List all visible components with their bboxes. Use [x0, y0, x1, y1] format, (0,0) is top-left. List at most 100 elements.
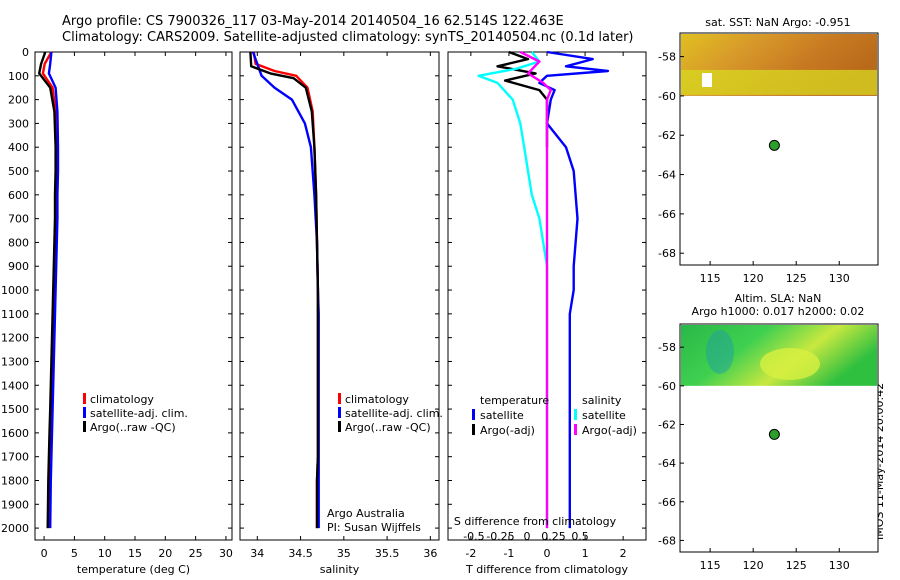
- y-tick-label: 100: [8, 70, 29, 83]
- plot-frame: [34, 51, 233, 541]
- y-tick-label: 1400: [1, 379, 29, 392]
- x-tick-label: 35.5: [375, 547, 400, 560]
- legend-swatch: [338, 393, 341, 404]
- legend-label: satellite-adj. clim.: [90, 407, 188, 420]
- x-tick-label: 5: [71, 547, 78, 560]
- plot-frame: [239, 51, 440, 541]
- lat-tick-label: -68: [658, 247, 676, 260]
- sst-map: 115 120 125 130 -58 -60 -62 -64 -66 -68: [658, 32, 879, 285]
- x-tick-label: 2: [620, 547, 627, 560]
- plot-panel-temperature: 0100200300400500600700800900100011001200…: [1, 46, 233, 576]
- legend-label: climatology: [345, 393, 409, 406]
- lon-tick-label: 125: [786, 272, 807, 285]
- series-line-salinity-argo-adj-: [519, 50, 552, 529]
- sla-blob: [760, 348, 820, 380]
- x-tick-label: 0: [41, 547, 48, 560]
- legend-heading: salinity: [582, 394, 622, 407]
- series-line-temperature-satellite: [538, 50, 610, 529]
- lon-tick-label: 120: [743, 559, 764, 572]
- secondary-tick-label: 0: [524, 530, 531, 543]
- sst-map-title: sat. SST: NaN Argo: -0.951: [705, 16, 851, 29]
- y-tick-label: 400: [8, 141, 29, 154]
- sla-blob: [706, 330, 734, 374]
- legend-swatch: [83, 407, 86, 418]
- legend-swatch: [574, 424, 577, 435]
- y-tick-label: 1300: [1, 355, 29, 368]
- y-tick-label: 700: [8, 213, 29, 226]
- legend-label: Argo(-adj): [582, 424, 637, 437]
- x-tick-label: 10: [98, 547, 112, 560]
- y-tick-label: 2000: [1, 522, 29, 535]
- y-tick-label: 600: [8, 189, 29, 202]
- y-tick-label: 1600: [1, 427, 29, 440]
- lat-tick-label: -60: [658, 380, 676, 393]
- x-tick-label: -1: [503, 547, 514, 560]
- lat-tick-label: -68: [658, 534, 676, 547]
- lat-tick-label: -64: [658, 169, 676, 182]
- legend-label: Argo(..raw -QC): [90, 421, 176, 434]
- legend-label: climatology: [90, 393, 154, 406]
- legend-swatch: [472, 424, 475, 435]
- lat-tick-label: -62: [658, 129, 676, 142]
- y-tick-label: 1900: [1, 498, 29, 511]
- lon-tick-label: 120: [743, 272, 764, 285]
- lat-tick-label: -66: [658, 496, 676, 509]
- lon-tick-label: 130: [829, 272, 850, 285]
- x-axis-label: salinity: [320, 563, 360, 576]
- x-tick-label: 20: [158, 547, 172, 560]
- lat-tick-label: -66: [658, 208, 676, 221]
- credit-line2: PI: Susan Wijffels: [327, 521, 421, 534]
- series-line-satellite-adj-clim-: [47, 51, 60, 529]
- sla-map-subtitle: Argo h1000: 0.017 h2000: 0.02: [691, 305, 865, 318]
- y-tick-label: 300: [8, 117, 29, 130]
- y-tick-label: 800: [8, 236, 29, 249]
- x-axis-label: T difference from climatology: [465, 563, 628, 576]
- figure-title-line2: Climatology: CARS2009. Satellite-adjuste…: [62, 30, 634, 45]
- y-tick-label: 900: [8, 260, 29, 273]
- legend-label: satellite: [480, 409, 524, 422]
- secondary-tick-label: -0.5: [463, 530, 484, 543]
- lon-tick-label: 130: [829, 559, 850, 572]
- legend-swatch: [338, 421, 341, 432]
- plot-panel-difference: -2 -1 0 1 2 T difference from climatology temp…: [447, 50, 647, 576]
- series-line-argo-raw-qc-: [249, 51, 320, 529]
- x-tick-label: 15: [128, 547, 142, 560]
- legend-heading: temperature: [480, 394, 549, 407]
- y-tick-label: 500: [8, 165, 29, 178]
- legend-label: satellite-adj. clim.: [345, 407, 443, 420]
- x-tick-label: 0: [544, 547, 551, 560]
- legend-swatch: [83, 421, 86, 432]
- legend-label: Argo(-adj): [480, 424, 535, 437]
- lat-tick-label: -64: [658, 457, 676, 470]
- y-tick-label: 0: [22, 46, 29, 59]
- legend-label: Argo(..raw -QC): [345, 421, 431, 434]
- secondary-tick-label: 0.25: [541, 530, 566, 543]
- lat-tick-label: -58: [658, 341, 676, 354]
- y-tick-label: 200: [8, 94, 29, 107]
- x-tick-label: 34: [250, 547, 264, 560]
- x-tick-label: 36: [423, 547, 437, 560]
- y-tick-label: 1100: [1, 308, 29, 321]
- x-tick-label: 35: [337, 547, 351, 560]
- lat-tick-label: -60: [658, 90, 676, 103]
- series-line-argo-raw-qc-: [38, 51, 57, 529]
- y-tick-label: 1000: [1, 284, 29, 297]
- legend-swatch: [472, 409, 475, 420]
- secondary-tick-label: 0.5: [571, 530, 589, 543]
- legend-swatch: [574, 409, 577, 420]
- argo-position-marker: [768, 428, 780, 440]
- y-tick-label: 1200: [1, 332, 29, 345]
- legend-swatch: [83, 393, 86, 404]
- secondary-axis-label: S difference from climatology: [454, 515, 617, 528]
- sla-map-title: Altim. SLA: NaN: [734, 292, 822, 305]
- legend-swatch: [338, 407, 341, 418]
- lon-tick-label: 115: [700, 559, 721, 572]
- lon-tick-label: 125: [786, 559, 807, 572]
- x-tick-label: 25: [189, 547, 203, 560]
- sst-cold-band: [681, 69, 877, 95]
- lat-tick-label: -62: [658, 418, 676, 431]
- lon-tick-label: 115: [700, 272, 721, 285]
